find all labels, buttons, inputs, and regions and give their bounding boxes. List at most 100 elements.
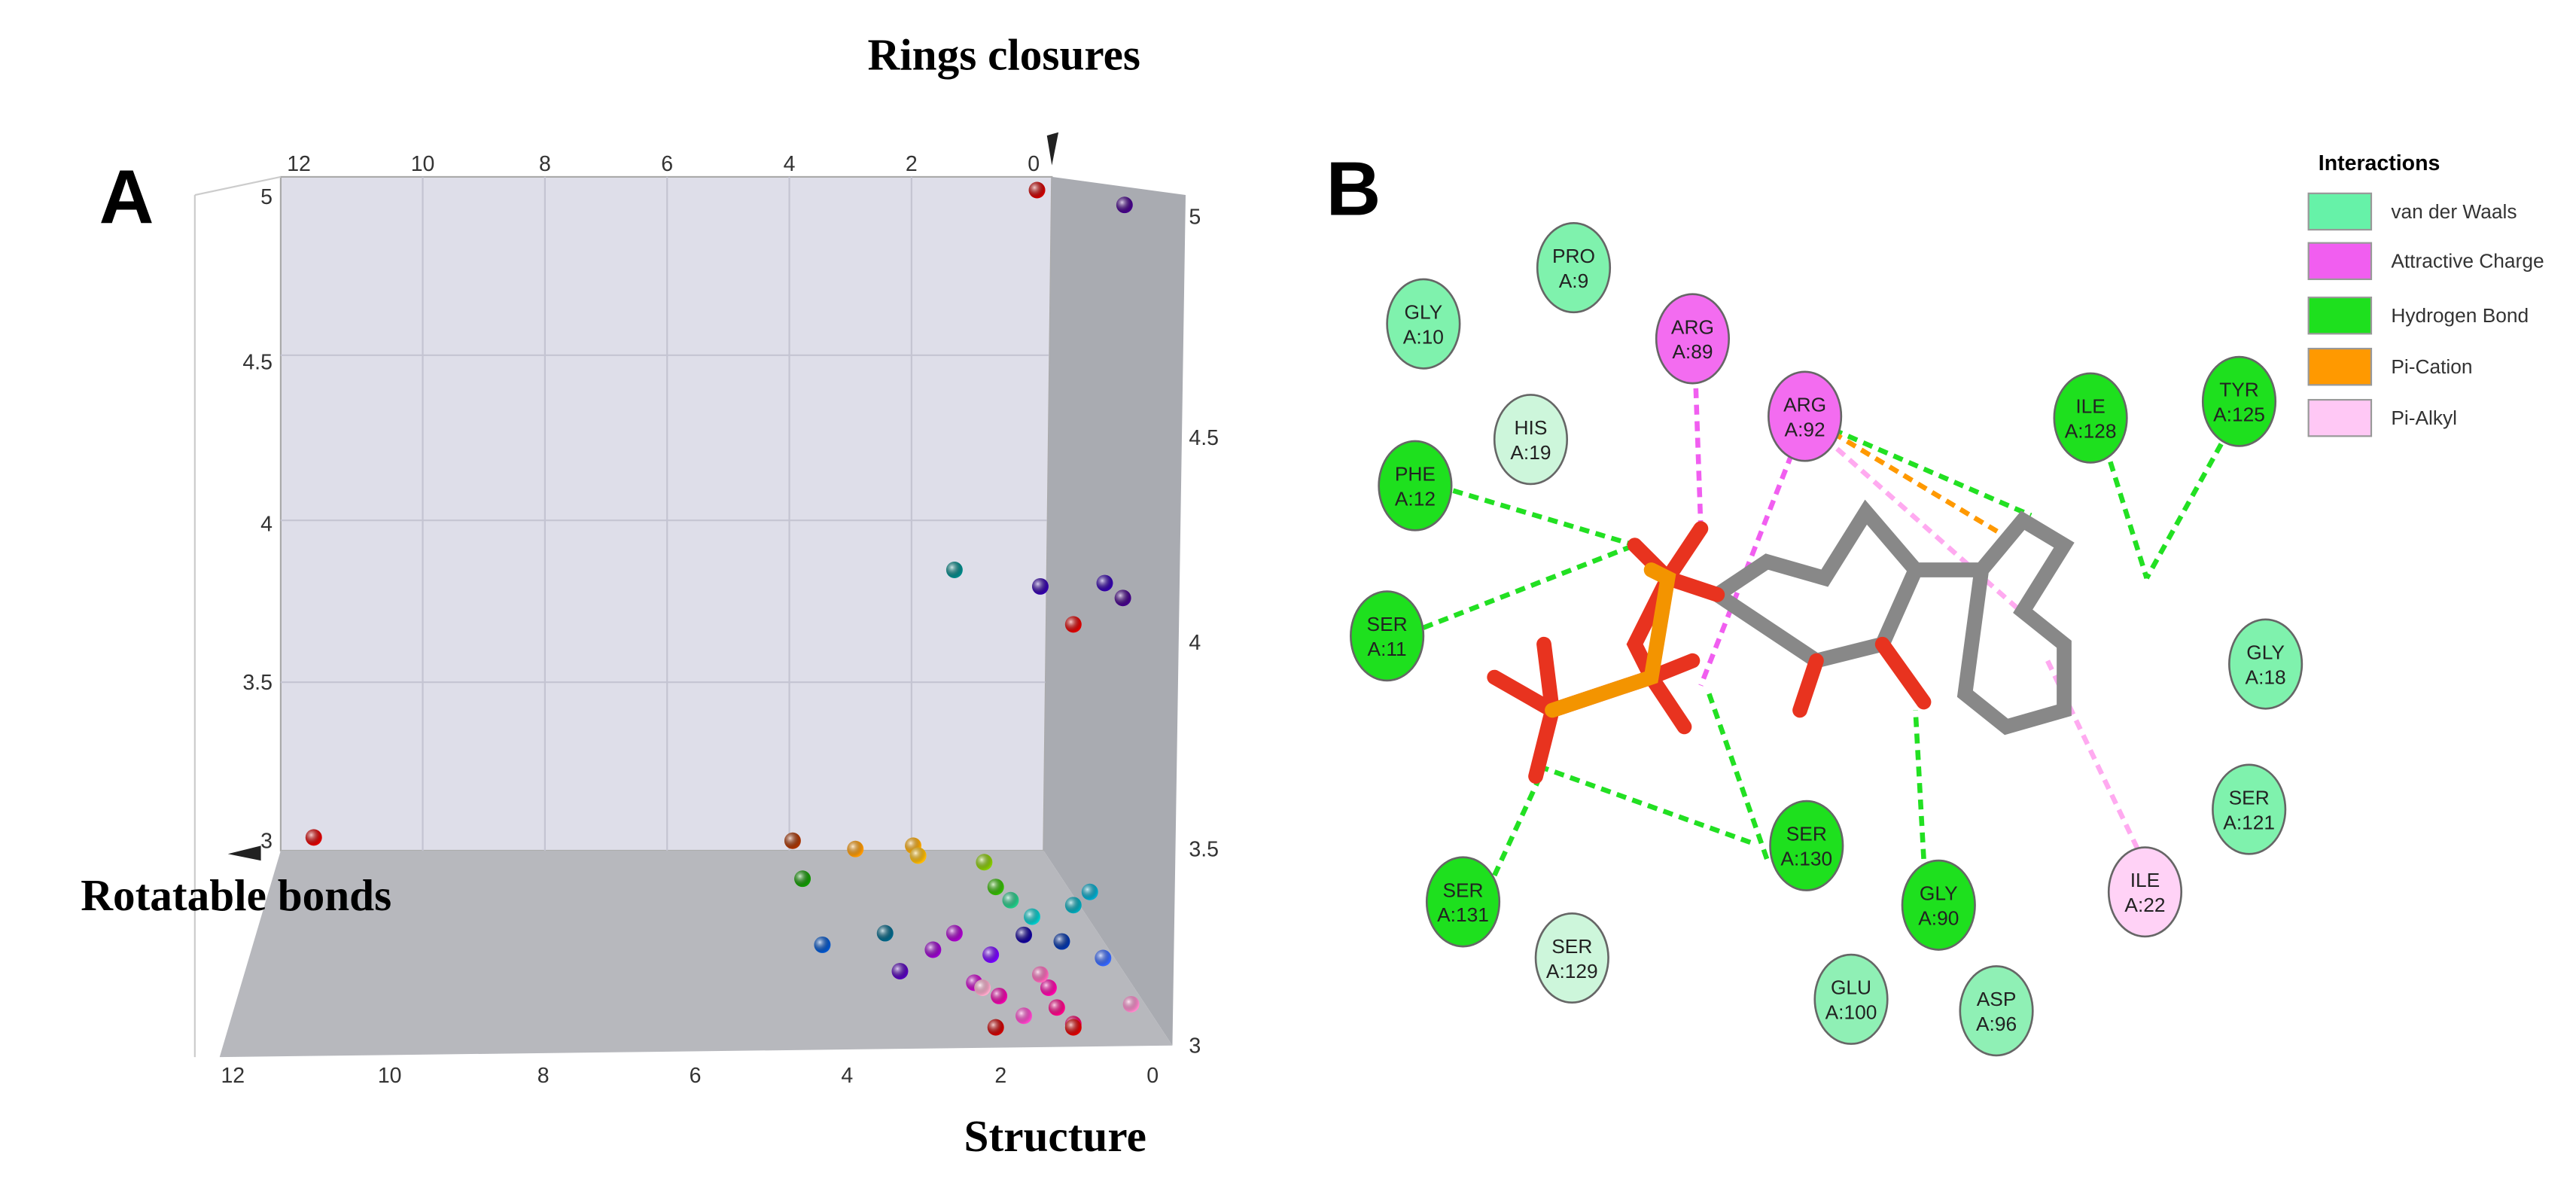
axis-arrow [1046, 132, 1059, 166]
points [305, 181, 1140, 1036]
residue-name: GLY [2246, 641, 2285, 663]
floor [219, 850, 1173, 1058]
legend-swatch [2307, 242, 2373, 281]
point-shade [974, 979, 991, 996]
residue-id: A:11 [1368, 638, 1407, 660]
residue-name: TYR [2219, 379, 2259, 401]
point-shade [1114, 589, 1131, 607]
point-shade [909, 847, 927, 864]
residue-id: A:9 [1559, 270, 1589, 292]
axis-title: Structure [964, 1111, 1146, 1161]
back-wall [279, 175, 1053, 852]
residue-name: SER [1442, 879, 1483, 901]
side-wall [1043, 176, 1186, 1046]
residue [2053, 372, 2128, 464]
tick-label: 4.5 [1189, 426, 1219, 450]
legend-swatch [2307, 398, 2373, 437]
grid [280, 176, 1049, 851]
residue-id: A:131 [1437, 903, 1489, 926]
point-shade [1015, 926, 1032, 943]
point-shade [987, 1019, 1004, 1036]
tick-label: 6 [661, 152, 673, 176]
residue-id: A:92 [1785, 418, 1825, 440]
ligand [1487, 499, 2075, 784]
residue [1534, 912, 1609, 1004]
point-shade [1081, 883, 1098, 900]
residue-name: ILE [2075, 395, 2106, 418]
legend-swatch [2307, 192, 2373, 231]
point-shade [1031, 577, 1049, 595]
point-shade [924, 941, 942, 958]
residue-name: SER [1367, 613, 1408, 635]
tick-label: 4 [841, 1064, 853, 1088]
residue-id: A:121 [2223, 811, 2275, 833]
axis-arrow [227, 845, 261, 861]
residue [1493, 394, 1569, 486]
point-shade [945, 562, 963, 578]
residue-id: A:22 [2124, 894, 2165, 916]
panel-a: A Rings closures Rotatable bonds Structure 1… [81, 29, 1219, 1161]
residue-name: GLY [1920, 882, 1958, 905]
tick-label: 8 [539, 152, 551, 176]
tick-label: 12 [221, 1064, 245, 1088]
residue-id: A:18 [2246, 666, 2286, 688]
tick-label: 3.5 [242, 671, 273, 695]
residue-name: HIS [1515, 416, 1548, 439]
residue [1536, 222, 1612, 314]
point-shade [1122, 995, 1140, 1013]
point-shade [794, 870, 811, 888]
residue-id: A:128 [2065, 420, 2117, 443]
point-shade [1053, 933, 1070, 950]
legend-label: Pi-Alkyl [2391, 407, 2457, 429]
residue [1655, 293, 1731, 385]
residue [2228, 618, 2303, 710]
point-shade [1024, 908, 1040, 925]
residue-name: ILE [2130, 869, 2160, 891]
residue-id: A:12 [1395, 487, 1436, 510]
tick-label: 3 [260, 829, 273, 853]
legend-title: Interactions [2319, 151, 2441, 175]
point-shade [876, 924, 894, 942]
point-shade [987, 879, 1004, 896]
point-shade [847, 840, 864, 857]
tick-label: 5 [260, 185, 273, 209]
frame-line [194, 175, 282, 196]
residue-id: A:89 [1672, 340, 1713, 363]
residue [1901, 859, 1976, 951]
point-shade [1040, 979, 1057, 996]
tick-label: 4 [784, 152, 796, 176]
tick-label: 5 [1189, 205, 1201, 229]
point-shade [305, 829, 322, 846]
residue-name: ASP [1977, 988, 2017, 1010]
tick-label: 3.5 [1189, 837, 1219, 861]
residue-name: GLU [1831, 976, 1871, 999]
tick-label: 2 [994, 1064, 1006, 1088]
residue [1425, 856, 1501, 948]
point-shade [1096, 574, 1113, 592]
tick-label: 0 [1146, 1064, 1159, 1088]
legend-label: Pi-Cation [2391, 355, 2472, 378]
tick-label: 2 [906, 152, 918, 176]
residue-name: SER [2229, 786, 2270, 809]
legend: Interactions van der Waals Attractive Char… [2307, 151, 2544, 437]
axis-title: Rotatable bonds [81, 870, 391, 920]
residue-name: ARG [1671, 315, 1714, 338]
residue-id: A:130 [1780, 848, 1832, 870]
legend-label: Hydrogen Bond [2391, 304, 2529, 327]
residue-id: A:125 [2213, 404, 2265, 426]
point-shade [1095, 949, 1112, 967]
residue-id: A:10 [1403, 325, 1444, 348]
tick-label: 8 [537, 1064, 550, 1088]
panel-label: A [99, 155, 154, 239]
residue [1959, 965, 2034, 1057]
point-shade [891, 963, 909, 980]
panel-label: B [1326, 147, 1381, 231]
legend-swatch [2307, 296, 2373, 335]
residue-name: SER [1786, 823, 1827, 845]
point-shade [1064, 1019, 1082, 1036]
point-shade [976, 854, 993, 871]
residue [2201, 355, 2277, 447]
